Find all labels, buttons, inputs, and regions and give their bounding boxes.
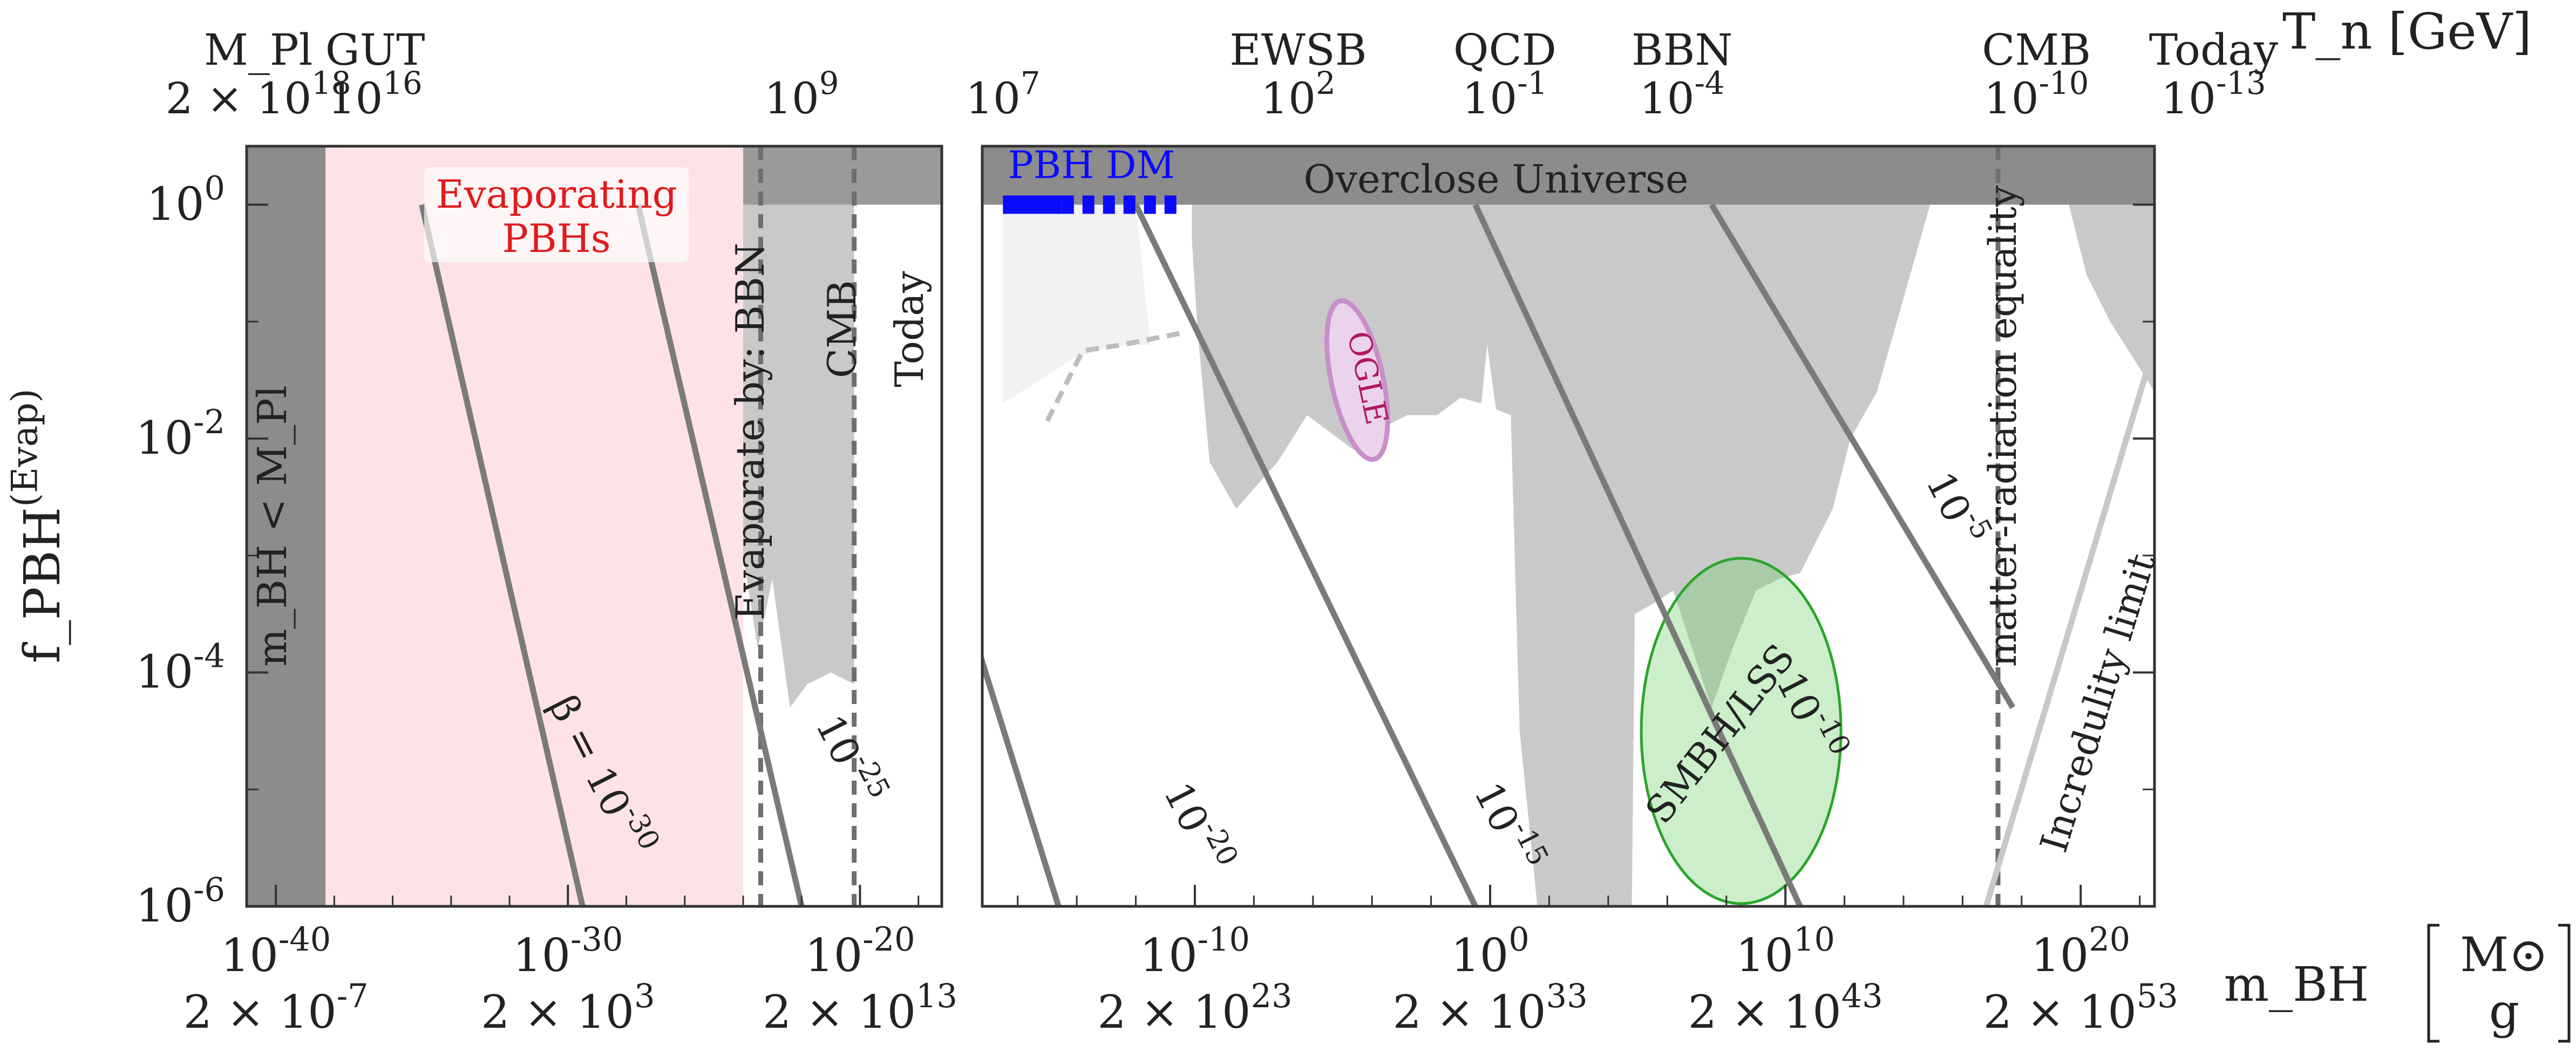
x-tick-grams-5: 2 × 1043: [1688, 978, 1883, 1039]
right-panel-frame: [981, 145, 2156, 908]
top-tick-name-0: M_Pl: [204, 25, 312, 75]
x-tick-solar-3: 10-10: [1140, 921, 1250, 982]
y-tick-label-2: 10-4: [135, 638, 225, 699]
region-mbh-lt-mpl: [247, 146, 326, 906]
beta-line-2: [982, 652, 1062, 906]
evaporating-label-box: [424, 167, 689, 262]
x-tick-grams-0: 2 × 10-7: [183, 978, 369, 1039]
x-unit-bracket-right: [2558, 924, 2571, 1043]
x-unit-solar: M⊙: [2460, 927, 2548, 982]
label-evaporate-by-bbn: Evaporate by: BBN: [728, 243, 773, 620]
label-matter-radiation: matter-radiation equality: [1981, 185, 2025, 667]
x-tick-solar-1: 10-30: [513, 921, 623, 982]
x-unit-grams: g: [2489, 983, 2519, 1039]
left-constraint-area: [743, 204, 854, 708]
top-tick-value-3: 107: [966, 65, 1040, 124]
top-tick-name-4: EWSB: [1229, 25, 1367, 75]
x-tick-grams-3: 2 × 1023: [1097, 978, 1292, 1039]
right-constraint-area: [1192, 204, 2154, 906]
left-panel-bg: [247, 146, 942, 906]
ogle-ellipse: [1324, 298, 1390, 462]
label-overclose-universe: Overclose Universe: [1303, 156, 1688, 202]
top-tick-name-1: GUT: [325, 25, 425, 75]
top-tick-name-8: Today: [2149, 25, 2278, 75]
beta-line-0: [419, 204, 586, 906]
left-overclose-strip: [743, 146, 942, 205]
beta-label-1: 10-25: [807, 705, 896, 812]
beta-line-1: [635, 204, 805, 906]
top-tick-name-6: BBN: [1632, 25, 1733, 75]
y-tick-label-1: 10-2: [135, 404, 225, 464]
top-tick-value-0: 2 × 1018: [166, 65, 351, 124]
x-tick-solar-5: 1010: [1736, 921, 1835, 982]
x-tick-grams-4: 2 × 1033: [1392, 978, 1587, 1039]
label-mbh-lt-mpl: m_BH < M_Pl: [249, 385, 296, 666]
y-tick-label-0: 100: [147, 170, 225, 231]
incredulity-limit-line: [1983, 344, 2154, 906]
top-tick-value-2: 109: [764, 65, 839, 124]
light-constraint-area: [1003, 204, 1151, 404]
label-evaporating-2: PBHs: [502, 216, 610, 261]
x-unit-bracket-left: [2427, 924, 2439, 1043]
y-axis-label: f_PBH(Evap): [4, 388, 71, 663]
top-tick-value-7: 10-10: [1984, 65, 2089, 124]
x-axis-label: m_BH: [2224, 957, 2369, 1012]
x-tick-solar-2: 10-20: [805, 921, 915, 982]
top-tick-value-8: 10-13: [2161, 65, 2266, 124]
beta-line-4: [1472, 203, 1803, 906]
label-evaporating-1: Evaporating: [436, 172, 677, 217]
region-evaporating-pbhs: [325, 146, 743, 906]
left-panel-frame: [245, 145, 943, 908]
y-tick-label-3: 10-6: [135, 871, 225, 932]
top-tick-name-7: CMB: [1982, 25, 2091, 75]
x-tick-solar-0: 10-40: [221, 921, 331, 982]
label-pbh-dm: PBH DM: [1008, 143, 1175, 187]
region-overclose-universe: [982, 146, 2154, 205]
beta-line-5: [1709, 203, 2016, 709]
top-tick-value-1: 1016: [328, 65, 423, 124]
x-tick-grams-6: 2 × 1053: [1983, 978, 2178, 1039]
top-tick-value-4: 102: [1261, 65, 1335, 124]
top-tick-value-5: 10-1: [1462, 65, 1547, 124]
smbh-lss-ellipse: [1640, 557, 1843, 905]
top-tick-name-5: QCD: [1453, 25, 1557, 75]
label-cmb-vertical: CMB: [819, 280, 865, 378]
label-today-vertical: Today: [887, 271, 932, 387]
label-incredulity-limit: Incredulity limit: [2031, 549, 2164, 857]
x-tick-grams-2: 2 × 1013: [763, 978, 957, 1039]
beta-line-3: [1133, 203, 1478, 906]
x-tick-solar-6: 1020: [2031, 921, 2130, 982]
x-tick-grams-1: 2 × 103: [481, 978, 655, 1039]
x-tick-solar-4: 100: [1451, 921, 1529, 982]
top-tick-value-6: 10-4: [1640, 65, 1725, 124]
right-panel-bg: [982, 146, 2154, 906]
dashed-constraint-curve: [1045, 331, 1181, 422]
beta-label-2: 10-20: [1155, 772, 1244, 880]
top-axis-label: T_n [GeV]: [2282, 3, 2532, 60]
